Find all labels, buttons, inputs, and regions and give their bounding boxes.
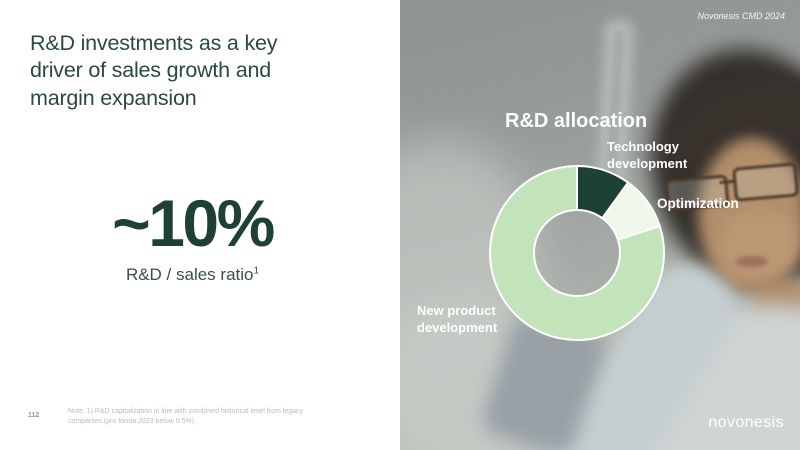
stat-label: R&D / sales ratio1 xyxy=(30,265,355,285)
novonesis-logo: novonesis xyxy=(708,414,784,431)
chart-label-new-product-development: New product development xyxy=(417,303,498,335)
left-panel: R&D investments as a key driver of sales… xyxy=(28,31,355,426)
donut-chart xyxy=(489,165,665,341)
page-number: 112 xyxy=(28,412,40,419)
stat-block: ~10% R&D / sales ratio1 xyxy=(30,190,355,285)
photo-scientist-cheek xyxy=(720,210,800,280)
donut-segment-2 xyxy=(489,165,665,341)
slide-title: R&D investments as a key driver of sales… xyxy=(30,31,278,110)
chart-title: R&D allocation xyxy=(505,110,648,132)
stat-label-text: R&D / sales ratio xyxy=(125,265,254,284)
footnote-marker: 1 xyxy=(253,265,260,277)
photo-panel: Novonesis CMD 2024 R&D allocation Techno… xyxy=(400,0,800,450)
chart-label-optimization: Optimization xyxy=(657,196,739,211)
stat-value: ~10% xyxy=(112,186,275,260)
photo-scientist-lips xyxy=(736,256,768,267)
photo-tint-overlay xyxy=(400,0,800,450)
footnote: Note: 1) R&D capitalization in line with… xyxy=(68,408,303,426)
chart-label-technology-development: Technology development xyxy=(607,139,688,171)
event-meta-label: Novonesis CMD 2024 xyxy=(697,11,785,21)
